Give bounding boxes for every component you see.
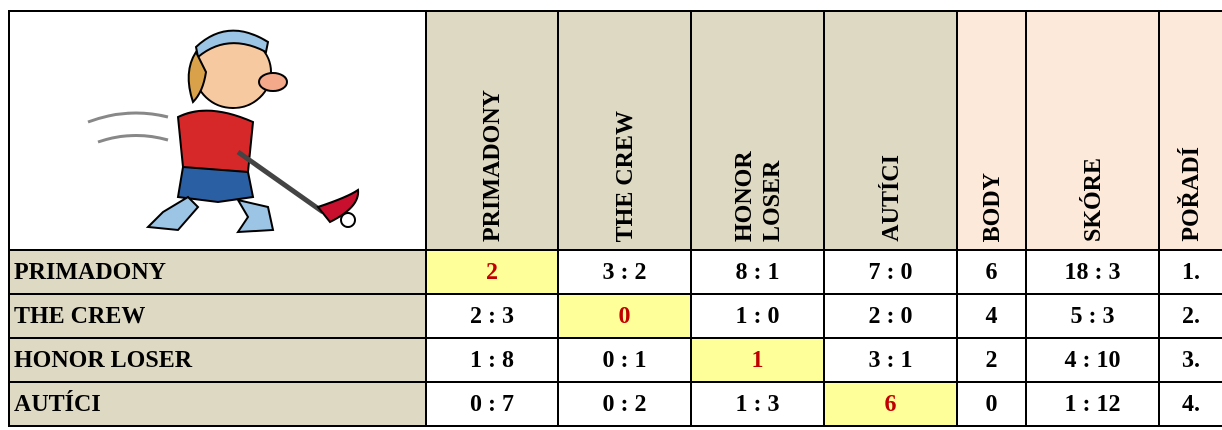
table-cell: 5 : 3 xyxy=(1026,294,1159,338)
table-cell: 6 xyxy=(824,382,957,426)
table-cell: 2 : 0 xyxy=(824,294,957,338)
column-header-label: AUTÍCI xyxy=(877,141,905,242)
table-cell: 1 : 0 xyxy=(691,294,824,338)
table-cell: 18 : 3 xyxy=(1026,250,1159,294)
column-header: BODY xyxy=(957,11,1026,250)
table-cell: 1 : 3 xyxy=(691,382,824,426)
column-header: THE CREW xyxy=(558,11,691,250)
table-cell: 4. xyxy=(1159,382,1222,426)
table-cell: 6 xyxy=(957,250,1026,294)
team-name: THE CREW xyxy=(9,294,426,338)
table-cell: 2 xyxy=(957,338,1026,382)
illustration-cell xyxy=(9,11,426,250)
table-cell: 0 xyxy=(558,294,691,338)
table-cell: 1. xyxy=(1159,250,1222,294)
table-cell: 2 xyxy=(426,250,558,294)
table-cell: 2 : 3 xyxy=(426,294,558,338)
table-cell: 4 xyxy=(957,294,1026,338)
column-header: AUTÍCI xyxy=(824,11,957,250)
table-cell: 1 xyxy=(691,338,824,382)
column-header: POŘADÍ xyxy=(1159,11,1222,250)
column-header-label: POŘADÍ xyxy=(1177,133,1205,242)
table-cell: 3 : 2 xyxy=(558,250,691,294)
table-cell: 0 : 2 xyxy=(558,382,691,426)
column-header-label: BODY xyxy=(978,159,1006,242)
column-header-label: THE CREW xyxy=(611,97,639,242)
table-cell: 0 xyxy=(957,382,1026,426)
column-header: HONOR LOSER xyxy=(691,11,824,250)
team-name: PRIMADONY xyxy=(9,250,426,294)
table-cell: 0 : 1 xyxy=(558,338,691,382)
table-cell: 3 : 1 xyxy=(824,338,957,382)
table-cell: 0 : 7 xyxy=(426,382,558,426)
team-name: AUTÍCI xyxy=(9,382,426,426)
column-header-label: HONOR LOSER xyxy=(730,118,786,242)
table-cell: 7 : 0 xyxy=(824,250,957,294)
table-cell: 8 : 1 xyxy=(691,250,824,294)
page: PRIMADONYTHE CREWHONOR LOSERAUTÍCIBODYSK… xyxy=(0,0,1222,430)
table-cell: 1 : 12 xyxy=(1026,382,1159,426)
table-cell: 4 : 10 xyxy=(1026,338,1159,382)
column-header-label: PRIMADONY xyxy=(478,76,506,242)
table-cell: 1 : 8 xyxy=(426,338,558,382)
team-name: HONOR LOSER xyxy=(9,338,426,382)
table-cell: 2. xyxy=(1159,294,1222,338)
floorball-player-illustration xyxy=(68,12,368,242)
table-cell: 3. xyxy=(1159,338,1222,382)
column-header: SKÓRE xyxy=(1026,11,1159,250)
column-header: PRIMADONY xyxy=(426,11,558,250)
column-header-label: SKÓRE xyxy=(1079,144,1107,242)
header-row: PRIMADONY THE CREW HONOR LOSER AUTÍCI BODY SK… xyxy=(9,11,1222,250)
